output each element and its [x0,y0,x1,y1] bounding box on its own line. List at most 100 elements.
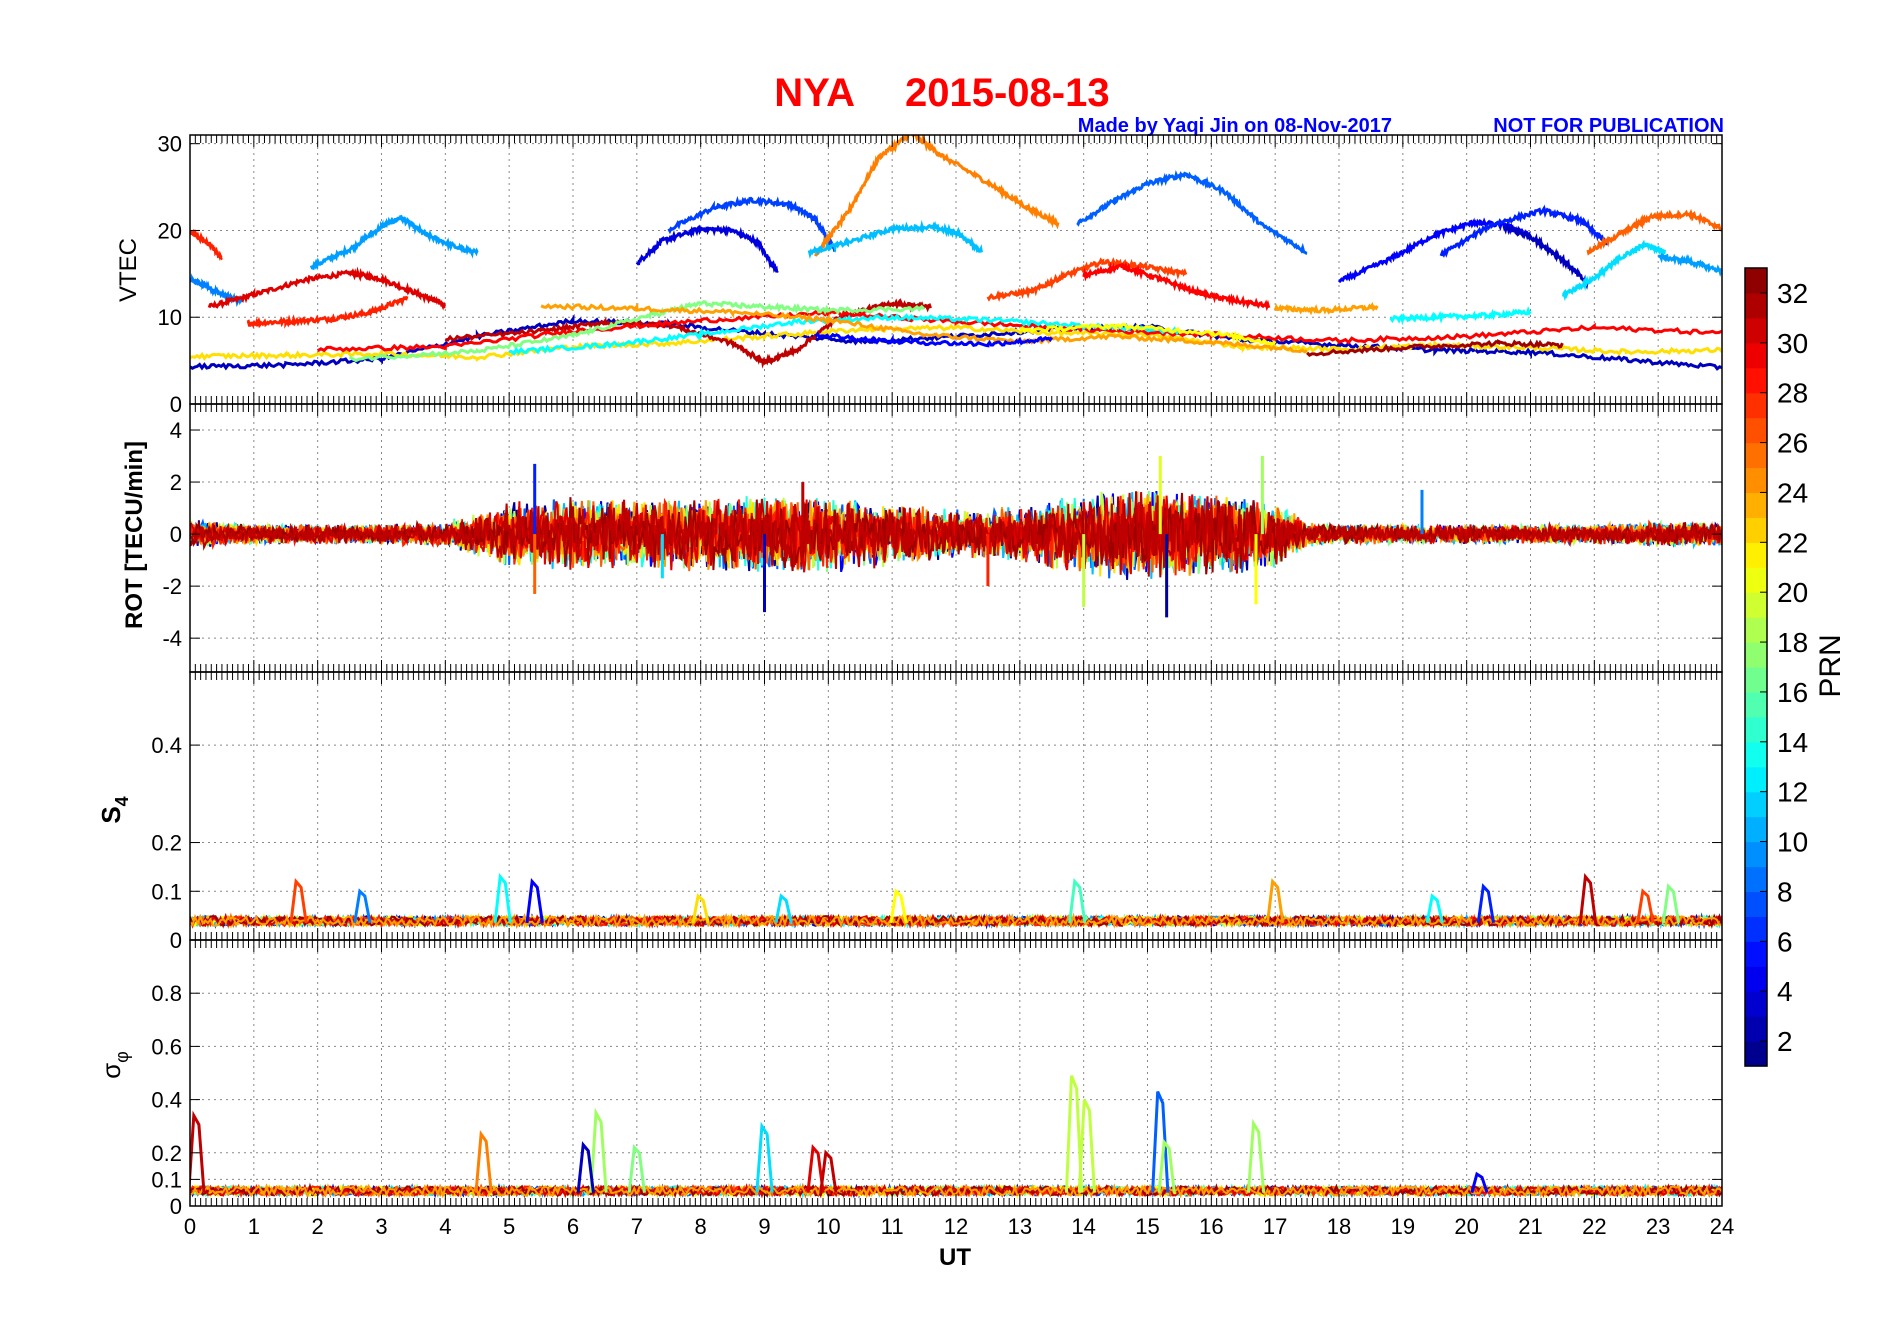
vtec-series-prn-29 [1082,261,1271,312]
colorbar-segment [1745,467,1767,494]
sigma_phi-peak [474,1129,493,1193]
sigma_phi-peak [1064,1075,1084,1193]
sigma_phi-ytick-label: 0.2 [151,1141,182,1166]
vtec-ytick-label: 10 [158,305,182,330]
colorbar-segment [1745,841,1767,868]
panel-sigma_phi: 00.10.20.40.60.80 1 2 3 4 5 6 7 8 9 10 11 12 13 14 15 16… [151,939,1734,1239]
x-axis-label: UT [939,1244,971,1271]
x-tick-label: 11 [881,1214,904,1239]
sigma_phi-ytick-label: 0.8 [151,981,182,1006]
panels: 0102030-4-202400.10.20.400.10.20.40.60.8… [151,132,1734,1239]
colorbar-tick-label: 26 [1777,428,1808,459]
panel-s4: 0 0.1 0.2 0.4 [151,671,1723,953]
colorbar-segment [1745,517,1767,543]
colorbar-segment [1745,642,1767,668]
sigma_phi-peak [627,1143,646,1193]
x-tick-label: 2 [312,1214,324,1239]
colorbar-tick-label: 8 [1777,876,1793,907]
colorbar-segment [1745,617,1767,643]
vtec-series-prn-21 [1018,322,1277,346]
sigma_phi-ytick-label: 0.6 [151,1034,182,1059]
x-tick-label: 1 [248,1214,260,1239]
vtec-series-prn-13 [1389,306,1532,326]
x-tick-label: 4 [439,1214,451,1239]
x-tick-label: 0 [184,1214,196,1239]
panel-rot: -4 -2 0 2 4 [162,403,1723,673]
vtec-y-label: VTEC [115,238,142,302]
sigma_phi-peak [1157,1138,1176,1193]
colorbar-segment [1745,367,1767,394]
vtec-series-prn-17 [348,299,926,363]
x-tick-label: 13 [1008,1214,1032,1239]
colorbar-segment [1745,1041,1767,1067]
colorbar-tick-label: 24 [1777,477,1808,508]
x-tick-label: 19 [1391,1214,1415,1239]
sigma_phi-peak [806,1143,825,1193]
vtec-data [190,135,1722,371]
sigma_phi-peak [755,1121,774,1193]
s4-series-prn-24 [190,912,1722,929]
sigma_phi-series-prn-32 [190,1182,1722,1199]
x-tick-label: 20 [1454,1214,1478,1239]
s4-peak [1068,877,1087,924]
vtec-series-prn-28 [246,295,409,329]
vtec-series-prn-10 [1658,253,1722,277]
s4-peak [1266,877,1285,924]
x-tick-label: 15 [1135,1214,1159,1239]
colorbar-tick-label: 12 [1777,777,1808,808]
colorbar-segment [1745,342,1767,369]
colorbar-segment [1745,766,1767,793]
colorbar-segment [1745,741,1767,768]
vtec-series-prn-7 [667,195,837,252]
vtec-ytick-label: 30 [158,132,182,157]
s4-peak [774,893,793,924]
vtec-series-prn-30 [207,266,447,311]
x-tick-label: 3 [375,1214,387,1239]
colorbar-segment [1745,592,1767,618]
vtec-ytick-label: 20 [158,218,182,243]
s4-peak [1425,893,1444,924]
sigma_phi-peak [576,1141,595,1193]
vtec-series-prn-12 [1561,239,1666,302]
vtec-series-prn-25 [814,135,1060,257]
x-tick-label: 21 [1518,1214,1542,1239]
s4-ytick-label: 0.2 [151,831,182,856]
s4-ytick-label: 0 [170,928,182,953]
s4-data [190,872,1722,930]
vtec-series-prn-10 [309,214,479,271]
x-tick-label: 18 [1327,1214,1351,1239]
vtec-series-prn-28 [190,228,223,262]
x-tick-label: 22 [1582,1214,1606,1239]
vtec-series-prn-13 [508,313,1181,356]
vtec-series-prn-29 [316,306,1722,353]
colorbar-tick-label: 2 [1777,1026,1793,1057]
colorbar-label: PRN [1814,634,1847,697]
x-tick-label: 23 [1646,1214,1670,1239]
s4-peak [1578,872,1598,924]
sigma_phi-peak [589,1107,608,1193]
sigma_phi-peak [1470,1171,1489,1194]
rot-ytick-label: 4 [170,418,182,443]
colorbar-segment [1745,542,1767,568]
colorbar-segment [1745,417,1767,444]
sigma_phi-ytick-label: 0.4 [151,1088,182,1113]
vtec-series-prn-26 [1586,208,1722,256]
colorbar-tick-label: 32 [1777,278,1808,309]
vtec-series-prn-5 [1337,217,1531,284]
vtec-series-prn-8 [1076,170,1308,255]
vtec-series-prn-6 [1439,204,1609,258]
colorbar-segment [1745,492,1767,518]
rot-ytick-label: -2 [162,574,182,599]
rot-data [190,456,1722,618]
colorbar-segment [1745,716,1767,743]
credit-text: Made by Yaqi Jin on 08-Nov-2017 [1078,115,1392,137]
colorbar-tick-label: 20 [1777,577,1808,608]
vtec-series-prn-4 [635,224,779,273]
colorbar-segment [1745,866,1767,893]
x-tick-label: 9 [758,1214,770,1239]
x-tick-label: 5 [503,1214,515,1239]
rot-series-prn-31 [190,492,1722,578]
x-tick-label: 16 [1199,1214,1223,1239]
